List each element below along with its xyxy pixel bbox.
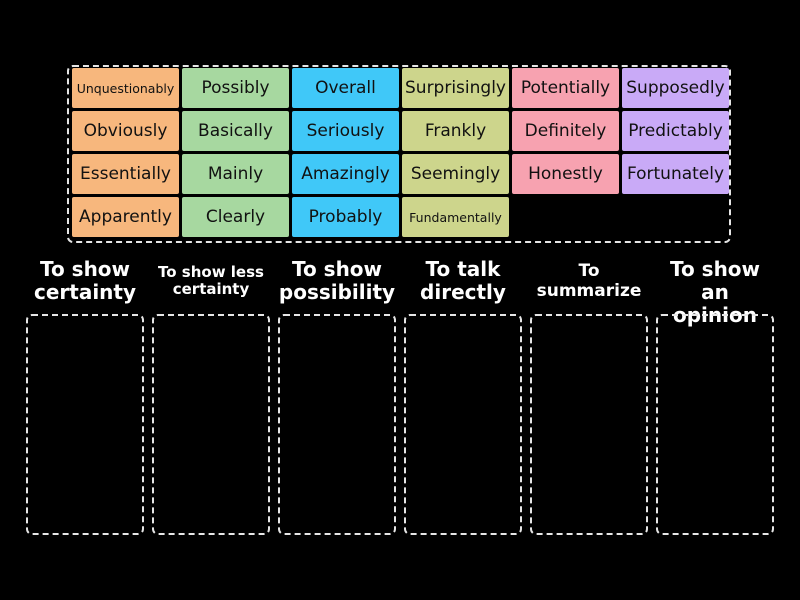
- tile[interactable]: Probably: [292, 197, 399, 237]
- drop-zone[interactable]: [278, 314, 396, 535]
- category-header: To show less certainty: [158, 263, 264, 299]
- tile[interactable]: Potentially: [512, 68, 619, 108]
- tile[interactable]: Apparently: [72, 197, 179, 237]
- tile[interactable]: Surprisingly: [402, 68, 509, 108]
- category-header: To summarize: [536, 261, 642, 301]
- tile[interactable]: Amazingly: [292, 154, 399, 194]
- drop-zone[interactable]: [26, 314, 144, 535]
- tile[interactable]: Overall: [292, 68, 399, 108]
- tile[interactable]: Mainly: [182, 154, 289, 194]
- tile[interactable]: Basically: [182, 111, 289, 151]
- tile[interactable]: Definitely: [512, 111, 619, 151]
- drop-zone[interactable]: [404, 314, 522, 535]
- tile[interactable]: Frankly: [402, 111, 509, 151]
- tile[interactable]: Fortunately: [622, 154, 729, 194]
- tile-bank: [67, 65, 731, 243]
- tile[interactable]: Clearly: [182, 197, 289, 237]
- category-header: To show certainty: [33, 257, 137, 304]
- tile[interactable]: Supposedly: [622, 68, 729, 108]
- tile[interactable]: Seriously: [292, 111, 399, 151]
- category-header: To show an opinion: [669, 257, 761, 327]
- tile[interactable]: Essentially: [72, 154, 179, 194]
- tile[interactable]: Fundamentally: [402, 197, 509, 237]
- tile[interactable]: Obviously: [72, 111, 179, 151]
- tile-grid: Unquestionably Possibly Overall Surprisi…: [72, 68, 729, 237]
- category-header: To talk directly: [420, 257, 506, 304]
- drop-zone[interactable]: [656, 314, 774, 535]
- tile[interactable]: Possibly: [182, 68, 289, 108]
- tile[interactable]: Unquestionably: [72, 68, 179, 108]
- category-header: To show possibility: [278, 257, 396, 304]
- tile[interactable]: Seemingly: [402, 154, 509, 194]
- drop-zone[interactable]: [530, 314, 648, 535]
- category-headers: To show certainty To show less certainty…: [26, 256, 776, 327]
- tile[interactable]: Predictably: [622, 111, 729, 151]
- tile[interactable]: Honestly: [512, 154, 619, 194]
- drop-zone[interactable]: [152, 314, 270, 535]
